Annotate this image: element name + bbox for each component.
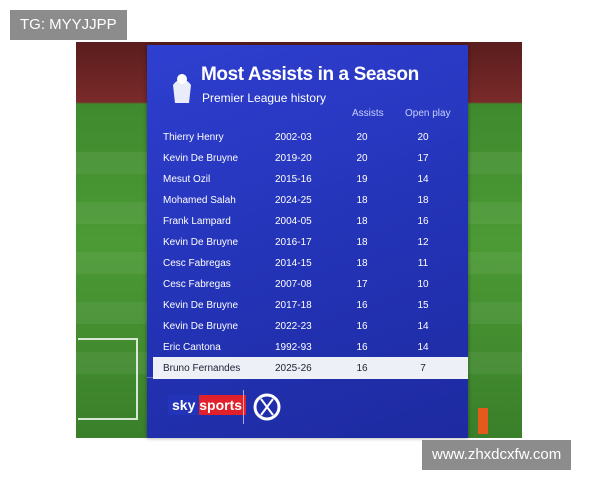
player-name: Kevin De Bruyne — [163, 321, 239, 332]
assists: 20 — [356, 132, 368, 143]
player-name: Bruno Fernandes — [163, 363, 241, 374]
assists: 17 — [356, 279, 368, 290]
player-name: Thierry Henry — [163, 132, 224, 143]
watermark: www.zhxdcxfw.com — [422, 440, 572, 470]
highlight-row — [153, 357, 468, 379]
player-name: Frank Lampard — [163, 216, 231, 227]
open-play: 18 — [417, 195, 429, 206]
player — [478, 408, 488, 434]
open-play: 14 — [417, 174, 429, 185]
open-play: 10 — [417, 279, 429, 290]
open-play: 12 — [417, 237, 429, 248]
assists: 18 — [356, 237, 368, 248]
season: 2022-23 — [275, 321, 312, 332]
assists: 19 — [356, 174, 368, 185]
open-play: 11 — [417, 258, 429, 269]
assists: 18 — [356, 258, 368, 269]
season: 2002-03 — [275, 132, 312, 143]
assists: 18 — [356, 216, 368, 227]
season: 2016-17 — [275, 237, 312, 248]
open-play: 14 — [417, 321, 429, 332]
player-name: Kevin De Bruyne — [163, 300, 239, 311]
season: 2014-15 — [275, 258, 312, 269]
season: 2004-05 — [275, 216, 312, 227]
player-name: Kevin De Bruyne — [163, 237, 239, 248]
open-play: 16 — [417, 216, 429, 227]
open-play: 14 — [417, 342, 429, 353]
season: 2017-18 — [275, 300, 312, 311]
broadcaster-logo: sky sports — [168, 395, 247, 415]
assists: 16 — [356, 321, 368, 332]
assists: 16 — [356, 300, 368, 311]
title: Most Assists in a Season — [201, 64, 419, 85]
open-play: 17 — [417, 153, 429, 164]
player-name: Mesut Ozil — [163, 174, 211, 185]
goal — [78, 338, 138, 420]
season: 2025-26 — [275, 363, 312, 374]
player-name: Mohamed Salah — [163, 195, 236, 206]
league-logo — [173, 74, 191, 103]
player-name: Cesc Fabregas — [163, 258, 231, 269]
assists: 16 — [356, 342, 368, 353]
open-play: 20 — [417, 132, 429, 143]
column-header: Open play — [405, 108, 451, 119]
player-name: Kevin De Bruyne — [163, 153, 239, 164]
assists: 18 — [356, 195, 368, 206]
assists: 20 — [356, 153, 368, 164]
player-name: Eric Cantona — [163, 342, 221, 353]
season: 2015-16 — [275, 174, 312, 185]
season: 2007-08 — [275, 279, 312, 290]
season: 2019-20 — [275, 153, 312, 164]
column-header: Assists — [352, 108, 384, 119]
assists: 16 — [356, 363, 368, 374]
subtitle: Premier League history — [202, 91, 327, 105]
open-play: 15 — [417, 300, 429, 311]
open-play: 7 — [420, 363, 426, 374]
watermark: TG: MYYJJPP — [10, 10, 127, 40]
divider — [243, 390, 244, 424]
season: 1992-93 — [275, 342, 312, 353]
show-logo — [253, 393, 281, 421]
stats-panel: Most Assists in a Season Premier League … — [147, 45, 468, 438]
season: 2024-25 — [275, 195, 312, 206]
divider — [147, 377, 468, 378]
player-name: Cesc Fabregas — [163, 279, 231, 290]
